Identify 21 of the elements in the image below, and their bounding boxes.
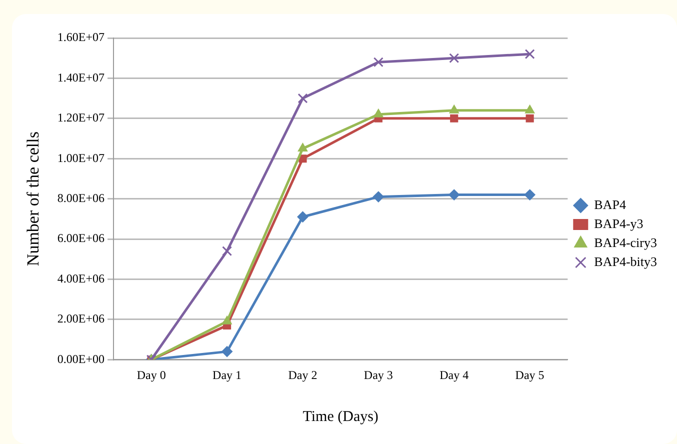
- y-tick-label: 1.20E+07: [57, 110, 104, 125]
- x-tick-label: Day 3: [364, 368, 393, 382]
- y-tick-label: 6.00E+06: [57, 231, 104, 246]
- x-tick-label: Day 4: [440, 368, 469, 382]
- legend-label: BAP4-ciry3: [594, 234, 657, 250]
- y-tick-label: 2.00E+06: [57, 312, 104, 326]
- legend-label: BAP4: [594, 196, 626, 212]
- y-tick-label: 1.40E+07: [57, 70, 104, 84]
- legend-label: BAP4-y3: [594, 216, 644, 231]
- y-tick-label: 1.00E+07: [57, 150, 104, 165]
- y-tick-label: 8.00E+06: [57, 190, 104, 205]
- y-tick-label: 0.00E+00: [57, 352, 104, 366]
- legend-label: BAP4-bity3: [594, 254, 657, 269]
- x-tick-label: Day 5: [515, 368, 544, 382]
- x-tick-label: Day 0: [136, 368, 166, 382]
- y-tick-label: 4.00E+06: [57, 271, 104, 286]
- x-tick-label: Day 2: [288, 368, 318, 382]
- x-axis-title: Time (Days): [302, 408, 378, 425]
- y-axis-title: Number of the cells: [24, 132, 43, 266]
- x-tick-label: Day 1: [212, 368, 242, 382]
- y-tick-label: 1.60E+07: [57, 30, 104, 44]
